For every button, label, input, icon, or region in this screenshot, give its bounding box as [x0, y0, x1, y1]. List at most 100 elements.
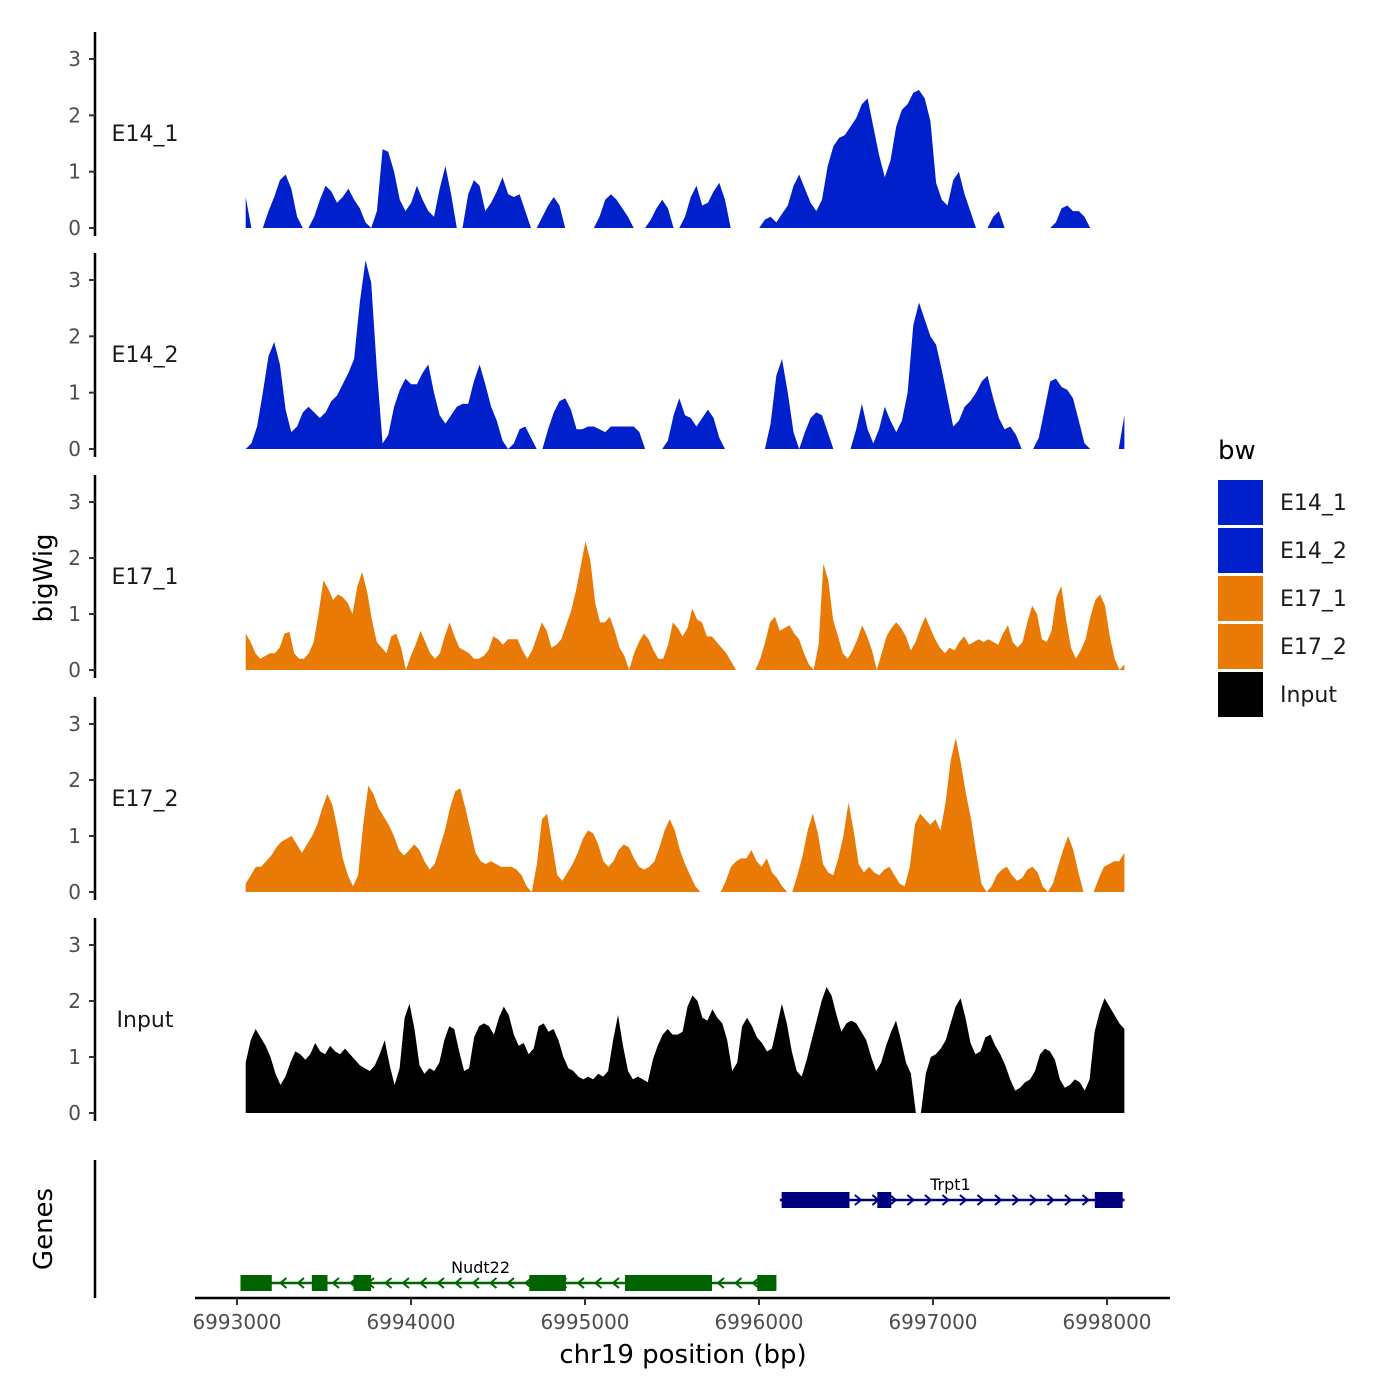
y-tick-label: 0	[68, 216, 81, 240]
legend: bw E14_1 E14_2 E17_1 E17_2 Input	[1218, 436, 1347, 717]
y-tick-label: 0	[68, 1101, 81, 1125]
legend-label: Input	[1280, 683, 1337, 708]
strand-arrow	[924, 1194, 933, 1206]
strand-arrow	[994, 1194, 1003, 1206]
genes-axis-title: Genes	[29, 1188, 59, 1270]
y-tick-label: 1	[68, 160, 81, 184]
y-axis-title: bigWig	[29, 533, 59, 622]
legend-swatch	[1218, 576, 1263, 621]
y-tick-label: 1	[68, 824, 81, 848]
y-tick-label: 2	[68, 989, 81, 1013]
strand-arrow	[941, 1194, 950, 1206]
strand-arrow	[278, 1277, 288, 1289]
gene-exon	[877, 1192, 892, 1208]
strand-arrow	[854, 1194, 863, 1206]
y-tick-label: 1	[68, 381, 81, 405]
x-tick-label: 6993000	[192, 1310, 281, 1334]
y-tick-label: 0	[68, 658, 81, 682]
strand-arrow	[506, 1277, 515, 1289]
x-axis: 6993000 6994000 6995000 6996000 6997000 69980…	[192, 1296, 1170, 1370]
strand-arrow	[296, 1277, 305, 1289]
legend-swatch	[1218, 672, 1263, 717]
legend-label: E17_2	[1280, 635, 1347, 660]
gene-exon	[529, 1275, 566, 1291]
coverage-tracks: 0 1 2 3 E14_1 0 1 2 3 E14_2 0 1 2 3 E17_1 0 1 2 3 E17_2 0 1 2 3…	[68, 32, 1125, 1125]
area-input	[245, 987, 1125, 1113]
strand-arrow	[1029, 1194, 1038, 1206]
strand-arrow	[436, 1277, 445, 1289]
x-tick-label: 6994000	[366, 1310, 455, 1334]
legend-label: E17_1	[1280, 587, 1347, 612]
strand-arrow	[889, 1194, 898, 1206]
legend-item: E14_1	[1218, 480, 1347, 525]
x-tick-label: 6995000	[540, 1310, 629, 1334]
strand-arrow	[453, 1277, 463, 1289]
legend-label: E14_1	[1280, 491, 1347, 516]
strand-arrow	[751, 1277, 760, 1289]
x-tick-label: 6997000	[888, 1310, 977, 1334]
y-tick-label: 2	[68, 324, 81, 348]
gene-exon	[1094, 1192, 1123, 1208]
y-tick-label: 3	[68, 268, 81, 292]
strand-arrow	[418, 1277, 428, 1289]
track-label: E14_2	[112, 343, 179, 368]
area-e14-1	[245, 90, 1091, 228]
strand-arrow	[1011, 1194, 1020, 1206]
gene-nudt22: Nudt22	[240, 1258, 777, 1291]
genes-panel: Genes Trpt1 Nudt22	[29, 1160, 1125, 1298]
y-tick-label: 1	[68, 602, 81, 626]
legend-item: Input	[1218, 672, 1337, 717]
track-label: E17_1	[112, 565, 179, 590]
gene-name-label: Trpt1	[929, 1175, 971, 1194]
gene-exon	[625, 1275, 713, 1291]
strand-arrow	[716, 1277, 725, 1289]
area-e17-2	[245, 738, 1125, 892]
track-e14-1: 0 1 2 3 E14_1	[68, 32, 1091, 240]
strand-arrow	[1081, 1194, 1090, 1206]
strand-arrow	[383, 1277, 393, 1289]
y-tick-label: 3	[68, 47, 81, 71]
y-tick-label: 0	[68, 880, 81, 904]
legend-label: E14_2	[1280, 539, 1347, 564]
track-label: E17_2	[112, 787, 179, 812]
y-tick-label: 2	[68, 546, 81, 570]
y-tick-label: 3	[68, 712, 81, 736]
gene-exon	[757, 1275, 777, 1291]
y-tick-label: 3	[68, 933, 81, 957]
legend-title: bw	[1218, 436, 1256, 466]
track-input: 0 1 2 3 Input	[68, 918, 1125, 1125]
gene-trpt1: Trpt1	[779, 1175, 1125, 1208]
strand-arrow	[733, 1277, 743, 1289]
gene-exon	[781, 1192, 850, 1208]
x-axis-title: chr19 position (bp)	[559, 1340, 806, 1370]
x-tick-label: 6998000	[1062, 1310, 1151, 1334]
strand-arrow	[593, 1277, 603, 1289]
strand-arrow	[976, 1194, 985, 1206]
legend-item: E17_1	[1218, 576, 1347, 621]
legend-item: E17_2	[1218, 624, 1347, 669]
track-label: Input	[117, 1008, 174, 1033]
strand-arrow	[471, 1277, 480, 1289]
gene-exon	[353, 1275, 371, 1291]
strand-arrow	[906, 1194, 915, 1206]
gene-name-label: Nudt22	[451, 1258, 510, 1277]
y-tick-label: 3	[68, 490, 81, 514]
track-e17-2: 0 1 2 3 E17_2	[68, 697, 1125, 904]
track-label: E14_1	[112, 122, 179, 147]
strand-arrow	[1046, 1194, 1055, 1206]
gene-exon	[240, 1275, 272, 1291]
strand-arrow	[576, 1277, 585, 1289]
area-e17-1	[245, 541, 1125, 670]
y-tick-label: 2	[68, 768, 81, 792]
y-tick-label: 1	[68, 1045, 81, 1069]
legend-swatch	[1218, 624, 1263, 669]
track-e17-1: 0 1 2 3 E17_1	[68, 475, 1125, 682]
strand-arrow	[611, 1277, 620, 1289]
area-e14-2	[245, 260, 1125, 449]
strand-arrow	[401, 1277, 410, 1289]
strand-arrow	[331, 1277, 340, 1289]
y-tick-label: 2	[68, 103, 81, 127]
strand-arrow	[959, 1194, 968, 1206]
legend-swatch	[1218, 480, 1263, 525]
